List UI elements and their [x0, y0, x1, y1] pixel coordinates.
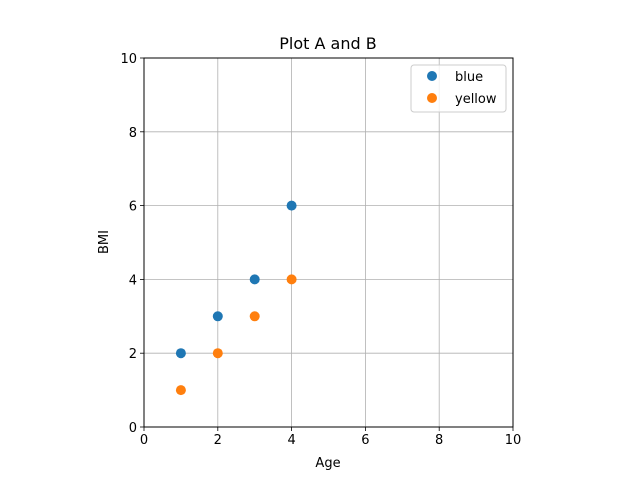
x-tick-label: 6: [361, 433, 369, 448]
legend-label-blue: blue: [455, 70, 483, 85]
y-tick-label: 10: [120, 52, 137, 67]
data-point-yellow: [286, 274, 297, 285]
y-axis: 0 2 4 6 8 10: [120, 52, 144, 436]
x-tick-label: 2: [214, 433, 222, 448]
x-tick-label: 8: [435, 433, 443, 448]
data-point-yellow: [175, 385, 186, 396]
legend-marker-blue: [427, 71, 437, 81]
plot-frame: [143, 57, 514, 428]
data-point-blue: [175, 348, 186, 359]
x-tick-label: 10: [505, 433, 522, 448]
chart-title: Plot A and B: [279, 34, 376, 53]
data-point-blue: [212, 311, 223, 322]
x-tick-label: 0: [140, 433, 148, 448]
legend: blue yellow: [410, 64, 507, 113]
y-tick-label: 6: [129, 200, 137, 215]
plot-background: [144, 58, 513, 427]
y-tick-label: 0: [129, 421, 137, 436]
y-tick-label: 8: [129, 126, 137, 141]
data-point-yellow: [249, 311, 260, 322]
legend-marker-yellow: [427, 93, 437, 103]
data-point-yellow: [212, 348, 223, 359]
y-axis-label: BMI: [97, 230, 112, 254]
x-axis-label: Age: [315, 456, 340, 471]
data-point-blue: [286, 200, 297, 211]
data-points: [175, 200, 297, 396]
legend-label-yellow: yellow: [455, 92, 497, 107]
x-tick-label: 4: [287, 433, 295, 448]
x-axis: 0 2 4 6 8 10: [140, 427, 521, 448]
data-point-blue: [249, 274, 260, 285]
plot-area: [143, 57, 514, 428]
y-tick-label: 2: [129, 347, 137, 362]
y-tick-label: 4: [129, 273, 137, 288]
grid: [143, 57, 514, 428]
